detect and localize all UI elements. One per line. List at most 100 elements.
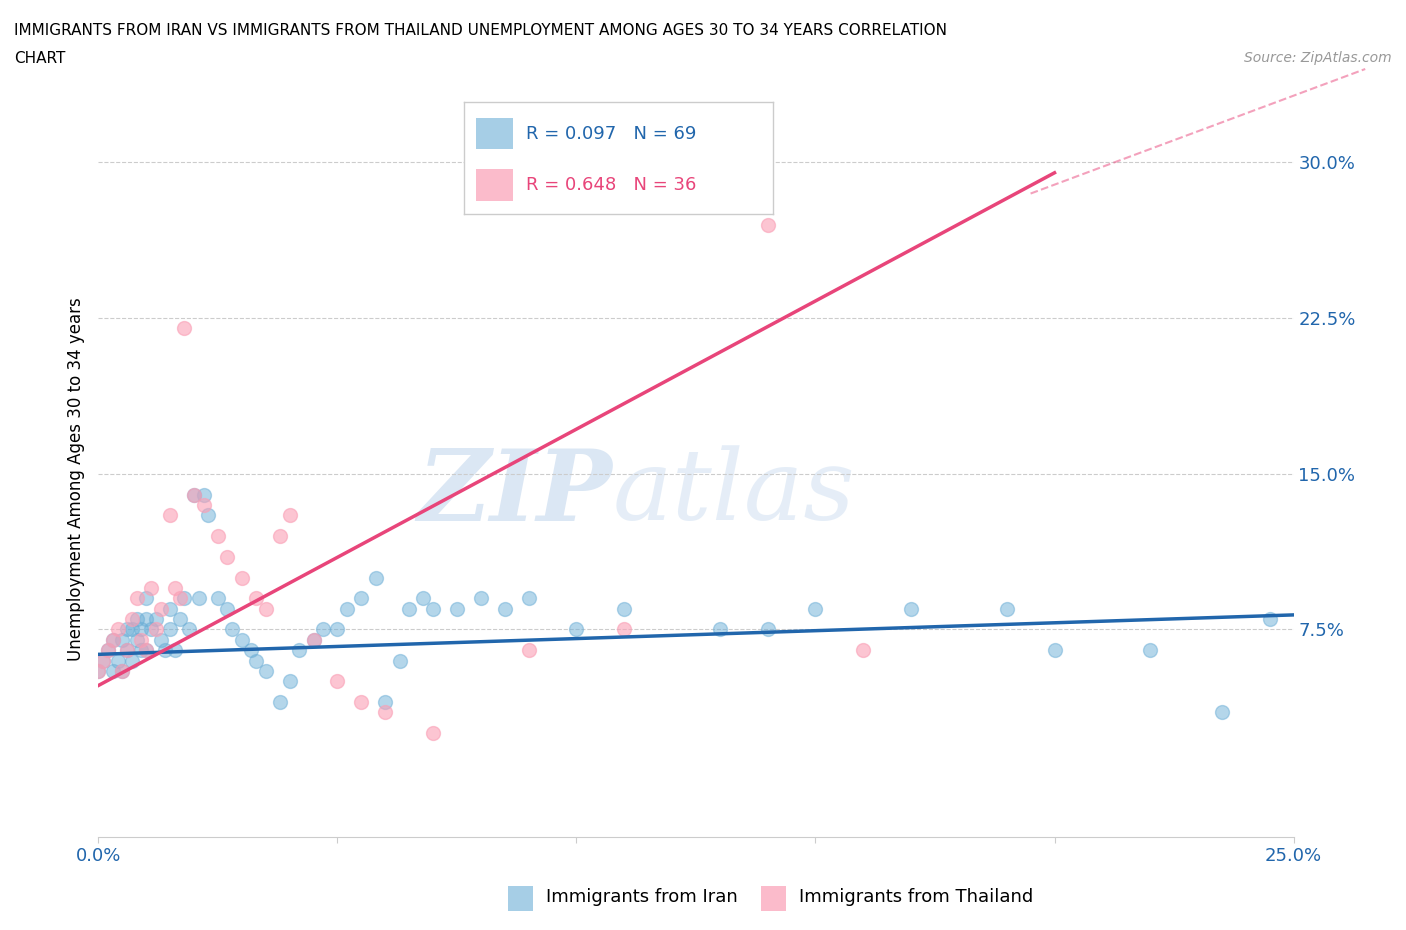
Point [101,632,124,647]
Point [187,591,209,605]
Point [193,487,215,502]
Point [115,643,138,658]
Point [131,622,153,637]
Point [302,632,325,647]
Point [217,601,239,616]
Point [470,591,492,605]
Point [412,591,434,605]
Point [179,622,201,637]
Point [398,601,420,616]
Point [139,580,162,595]
Point [374,695,396,710]
Point [107,622,129,637]
Point [145,622,167,637]
Point [231,632,253,647]
Point [111,663,134,678]
Point [173,591,195,605]
Point [517,643,540,658]
Point [115,643,138,658]
Point [183,487,205,502]
Point [278,674,301,689]
Point [207,528,229,543]
Point [107,653,129,668]
Point [149,601,172,616]
Point [756,622,779,637]
Point [131,632,153,647]
Point [422,725,444,740]
Point [155,643,177,658]
FancyBboxPatch shape [761,885,786,911]
Point [1139,643,1161,658]
Point [312,622,335,637]
Point [350,591,373,605]
Text: atlas: atlas [613,445,855,541]
Point [326,674,349,689]
Point [163,643,186,658]
Point [231,570,253,585]
Point [149,632,172,647]
Point [336,601,359,616]
Point [1258,612,1281,627]
Point [374,705,396,720]
Point [804,601,827,616]
Point [565,622,588,637]
Point [852,643,875,658]
Y-axis label: Unemployment Among Ages 30 to 34 years: Unemployment Among Ages 30 to 34 years [66,297,84,661]
Point [91,653,114,668]
Point [135,612,157,627]
Point [183,487,205,502]
Point [125,612,148,627]
Point [446,601,468,616]
Point [302,632,325,647]
Text: Immigrants from Thailand: Immigrants from Thailand [799,888,1033,907]
Point [173,321,195,336]
Point [121,622,143,637]
Point [1211,705,1233,720]
Point [97,643,120,658]
Text: CHART: CHART [14,51,66,66]
Point [125,632,148,647]
Point [101,632,124,647]
Point [207,591,229,605]
Point [97,643,120,658]
Point [240,643,263,658]
Point [709,622,731,637]
Text: Source: ZipAtlas.com: Source: ZipAtlas.com [1244,51,1392,65]
Text: IMMIGRANTS FROM IRAN VS IMMIGRANTS FROM THAILAND UNEMPLOYMENT AMONG AGES 30 TO 3: IMMIGRANTS FROM IRAN VS IMMIGRANTS FROM … [14,23,948,38]
Point [517,591,540,605]
Point [613,622,636,637]
Point [87,663,110,678]
Point [135,643,157,658]
Point [145,612,167,627]
Point [326,622,349,637]
Point [135,643,157,658]
Point [159,508,181,523]
Point [995,601,1018,616]
Point [169,591,191,605]
Point [245,591,267,605]
Point [388,653,411,668]
Point [101,663,124,678]
Point [1043,643,1066,658]
Point [125,591,148,605]
Point [288,643,311,658]
Point [139,622,162,637]
Text: R = 0.648   N = 36: R = 0.648 N = 36 [526,176,696,193]
Point [159,601,181,616]
Point [169,612,191,627]
Point [163,580,186,595]
Point [135,591,157,605]
FancyBboxPatch shape [477,118,513,149]
Point [269,528,291,543]
Point [278,508,301,523]
Point [193,498,215,512]
Point [254,601,277,616]
Point [422,601,444,616]
Point [350,695,373,710]
Text: Immigrants from Iran: Immigrants from Iran [546,888,737,907]
Text: ZIP: ZIP [418,445,613,541]
Point [197,508,219,523]
Point [121,612,143,627]
Point [91,653,114,668]
FancyBboxPatch shape [508,885,533,911]
